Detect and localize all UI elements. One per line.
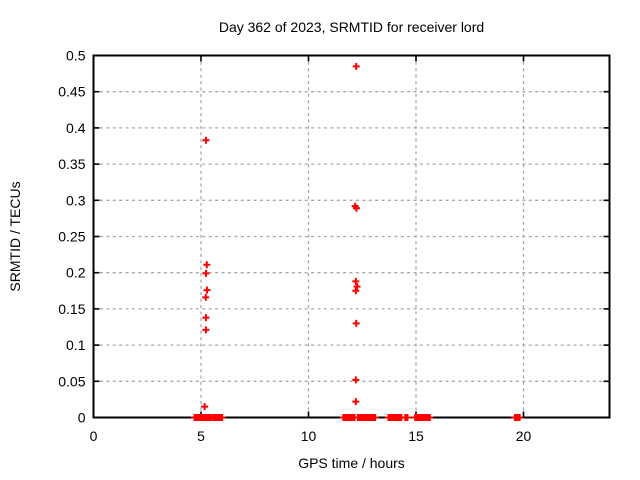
y-tick-label: 0.3 <box>66 192 86 208</box>
data-point <box>353 282 361 290</box>
x-axis-label: GPS time / hours <box>298 455 405 471</box>
data-point <box>202 136 210 144</box>
y-tick-label: 0.15 <box>58 301 85 317</box>
x-tick-label: 20 <box>516 428 532 444</box>
data-point <box>371 414 379 421</box>
x-tick-label: 10 <box>301 428 317 444</box>
data-point <box>202 314 210 322</box>
data-point <box>352 204 360 212</box>
y-tick-label: 0.5 <box>66 48 86 64</box>
data-point <box>352 62 360 70</box>
x-tick-label: 5 <box>197 428 205 444</box>
data-point <box>201 403 209 411</box>
y-tick-label: 0.45 <box>58 84 85 100</box>
x-tick-label: 15 <box>408 428 424 444</box>
x-tick-label: 0 <box>90 428 98 444</box>
y-tick-label: 0.05 <box>58 373 85 389</box>
y-tick-label: 0.35 <box>58 156 85 172</box>
y-axis-label: SRMTID / TECUs <box>7 181 23 291</box>
y-tick-label: 0 <box>78 410 86 426</box>
data-point <box>202 269 210 277</box>
data-point <box>352 398 360 406</box>
data-point <box>203 286 211 294</box>
data-point <box>352 319 360 327</box>
data-point <box>202 293 210 301</box>
data-point <box>352 376 360 384</box>
data-point <box>403 414 411 421</box>
data-point <box>203 261 211 269</box>
data-point <box>426 414 434 421</box>
chart-title: Day 362 of 2023, SRMTID for receiver lor… <box>219 19 484 35</box>
data-point <box>352 287 360 295</box>
data-point <box>516 414 524 421</box>
y-tick-label: 0.25 <box>58 229 85 245</box>
data-point <box>218 414 226 421</box>
y-tick-label: 0.4 <box>66 120 86 136</box>
y-tick-label: 0.2 <box>66 265 86 281</box>
data-point <box>202 326 210 334</box>
data-point <box>352 277 360 285</box>
y-tick-label: 0.1 <box>66 337 86 353</box>
